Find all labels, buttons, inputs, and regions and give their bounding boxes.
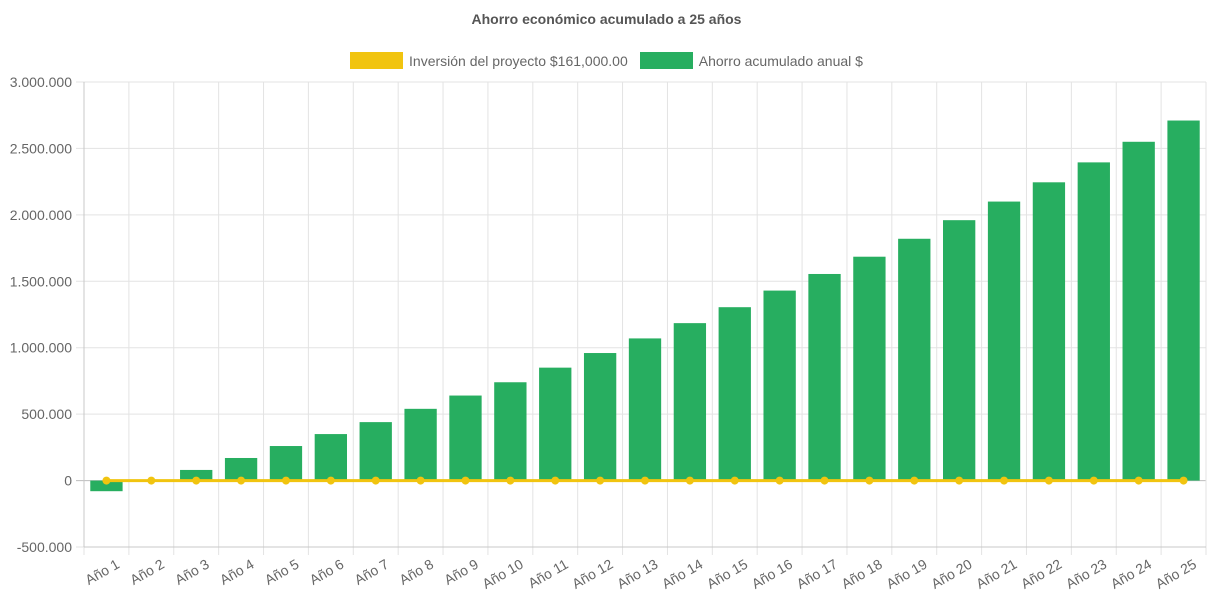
investment-point: [461, 476, 470, 485]
investment-point: [416, 476, 425, 485]
bar: [449, 395, 482, 481]
investment-point: [596, 476, 605, 485]
x-tick-label: Año 11: [525, 556, 571, 592]
chart-title: Ahorro económico acumulado a 25 años: [471, 11, 742, 27]
bar: [943, 220, 976, 481]
y-tick-label: 1.000.000: [10, 340, 72, 356]
x-tick-label: Año 8: [396, 556, 436, 588]
bar: [718, 307, 751, 481]
bar: [987, 201, 1021, 481]
investment-point: [775, 476, 784, 485]
investment-point: [551, 476, 560, 485]
x-tick-label: Año 13: [614, 556, 661, 592]
investment-point: [865, 476, 874, 485]
bar: [583, 353, 617, 481]
investment-point: [1089, 476, 1098, 485]
bar: [853, 256, 886, 481]
x-tick-label: Año 25: [1153, 556, 1200, 592]
investment-point: [506, 476, 515, 485]
investment-point: [326, 476, 335, 485]
y-tick-label: 500.000: [21, 406, 72, 422]
bar: [628, 338, 662, 481]
x-tick-label: Año 1: [82, 556, 122, 588]
bar: [808, 273, 841, 481]
investment-point: [237, 476, 246, 485]
investment-point: [1044, 476, 1053, 485]
legend-label-savings: Ahorro acumulado anual $: [698, 52, 863, 69]
legend-item-savings[interactable]: Ahorro acumulado anual $: [639, 52, 863, 69]
x-tick-label: Año 2: [127, 556, 167, 588]
x-tick-label: Año 24: [1108, 556, 1155, 592]
bar: [673, 323, 707, 481]
x-tick-label: Año 15: [704, 556, 751, 592]
x-tick-label: Año 4: [217, 556, 257, 588]
x-tick-label: Año 12: [569, 556, 616, 592]
legend-label-investment: Inversión del proyecto $161,000.00: [409, 52, 628, 69]
x-tick-label: Año 21: [973, 556, 1020, 592]
investment-point: [1179, 476, 1188, 485]
bar: [1032, 182, 1066, 481]
investment-point: [1000, 476, 1009, 485]
investment-point: [281, 476, 290, 485]
bar: [1167, 120, 1200, 481]
investment-point: [147, 476, 156, 485]
x-tick-label: Año 9: [441, 556, 481, 588]
bar: [1077, 162, 1110, 481]
bar: [269, 446, 303, 481]
investment-point: [102, 476, 111, 485]
investment-point: [192, 476, 201, 485]
investment-point: [910, 476, 919, 485]
y-tick-label: 3.000.000: [10, 74, 72, 90]
bar: [763, 290, 796, 481]
x-tick-label: Año 3: [172, 556, 212, 588]
x-tick-label: Año 16: [749, 556, 796, 592]
bar: [359, 422, 392, 481]
bar: [494, 382, 527, 481]
investment-point: [1134, 476, 1143, 485]
bar: [224, 457, 258, 481]
investment-point: [955, 476, 964, 485]
x-tick-label: Año 10: [479, 556, 526, 592]
x-tick-label: Año 14: [659, 556, 706, 592]
bar: [314, 434, 347, 481]
investment-point: [730, 476, 739, 485]
legend: Inversión del proyecto $161,000.00 Ahorr…: [0, 52, 1213, 69]
investment-point: [641, 476, 649, 485]
y-tick-label: 2.500.000: [10, 140, 72, 156]
x-tick-label: Año 17: [794, 556, 841, 592]
bar: [180, 469, 213, 481]
bar: [1122, 141, 1155, 481]
x-tick-label: Año 7: [352, 556, 392, 588]
y-tick-label: 1.500.000: [10, 273, 72, 289]
legend-item-investment[interactable]: Inversión del proyecto $161,000.00: [350, 52, 628, 69]
x-tick-label: Año 23: [1063, 556, 1110, 592]
bar: [898, 238, 931, 481]
bar: [539, 367, 572, 481]
investment-point: [820, 476, 829, 485]
x-tick-label: Año 18: [838, 556, 885, 592]
bar: [404, 408, 437, 481]
x-tick-label: Año 5: [262, 556, 302, 588]
legend-swatch-savings: [639, 52, 693, 69]
y-tick-label: 2.000.000: [10, 207, 72, 223]
legend-swatch-investment: [350, 52, 404, 69]
y-tick-label: -500.000: [17, 539, 72, 555]
bar: [90, 480, 123, 492]
investment-point: [685, 476, 694, 485]
x-tick-label: Año 19: [883, 556, 930, 592]
y-tick-label: 0: [64, 473, 72, 489]
x-tick-label: Año 20: [928, 556, 975, 592]
x-tick-label: Año 22: [1018, 556, 1065, 592]
investment-point: [371, 476, 380, 485]
x-tick-label: Año 6: [307, 556, 347, 588]
